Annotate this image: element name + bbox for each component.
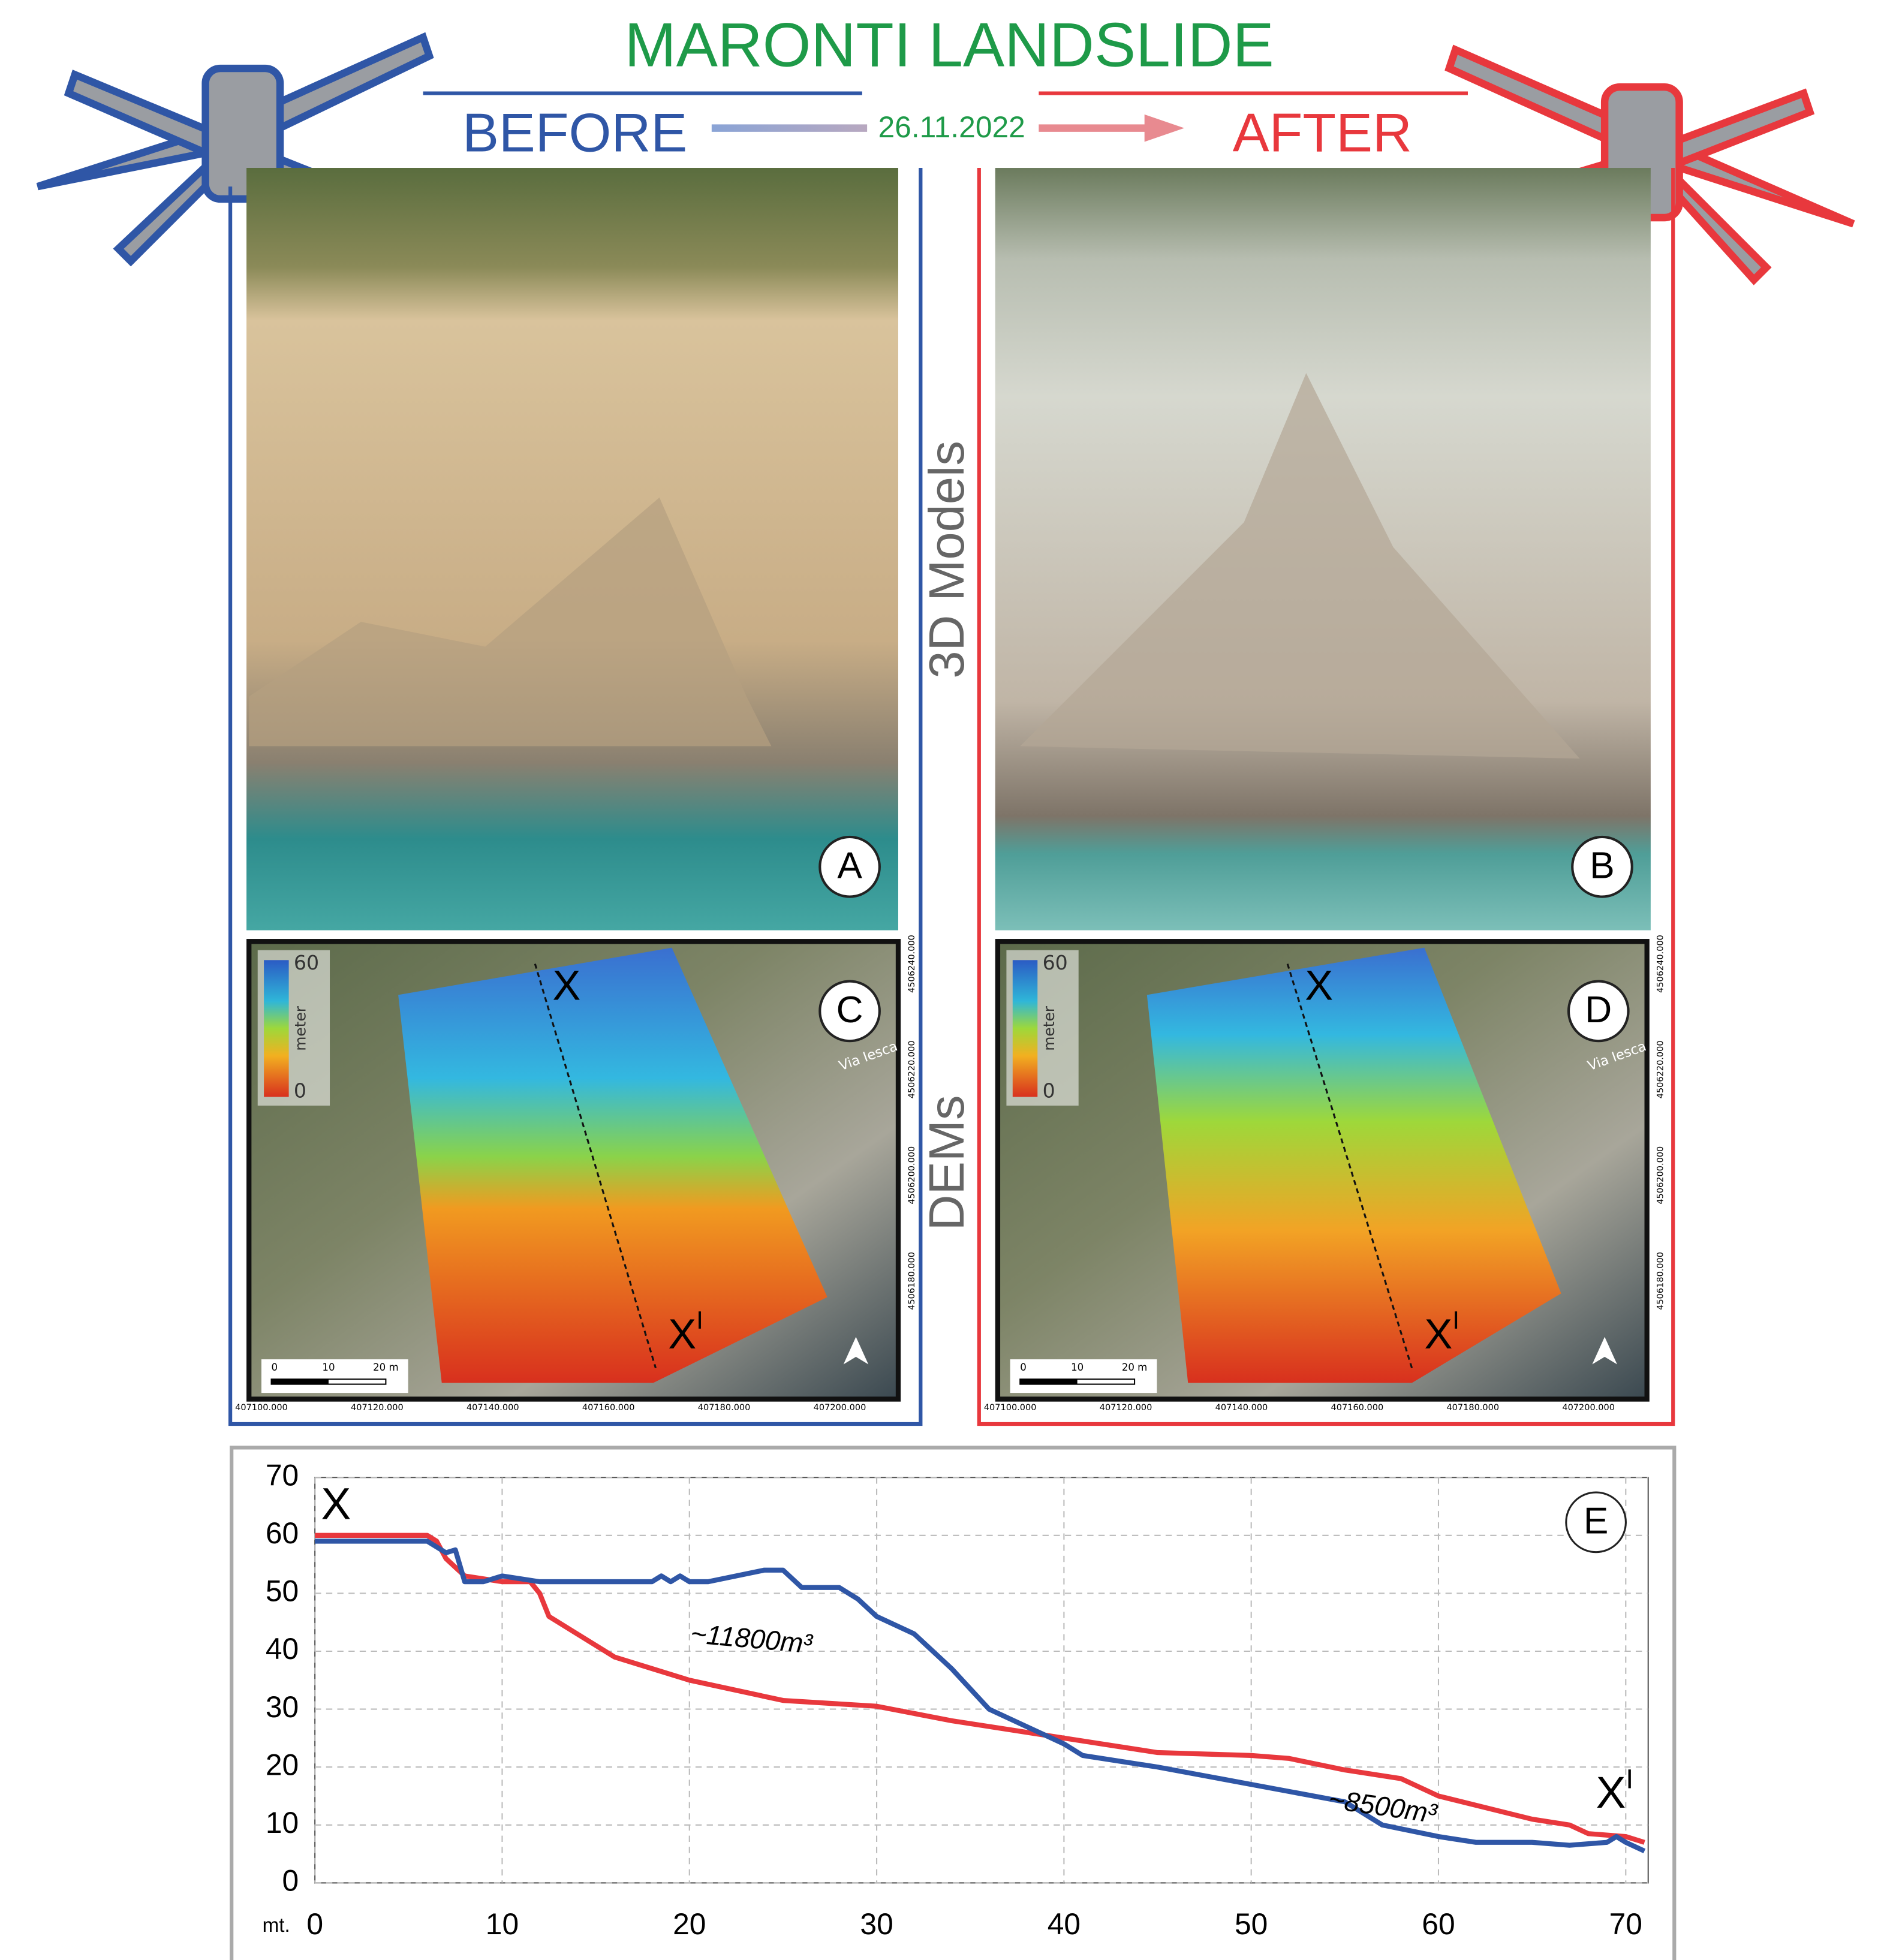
y-tick-label: 30 [266, 1690, 299, 1724]
x-tick-label: 30 [860, 1907, 893, 1941]
northing-label: 4506180.000 [1656, 1252, 1665, 1310]
easting-label: 407160.000 [582, 1403, 635, 1413]
scale-label: 0 [1020, 1362, 1027, 1373]
x-tick-label: 40 [1048, 1907, 1081, 1941]
easting-label: 407120.000 [351, 1403, 404, 1413]
panel-label: E [1584, 1500, 1609, 1541]
y-tick-label: 60 [266, 1516, 299, 1550]
colorbar-label: meter [1040, 1005, 1058, 1051]
before-label: BEFORE [462, 102, 687, 163]
easting-label: 407180.000 [698, 1403, 751, 1413]
northing-label: 4506240.000 [1656, 935, 1665, 993]
scalebar [1020, 1379, 1077, 1384]
x-tick-label: 10 [486, 1907, 519, 1941]
easting-label: 407200.000 [1562, 1403, 1615, 1413]
colorbar-tick: 60 [294, 951, 319, 974]
colorbar [1013, 960, 1037, 1097]
easting-label: 407100.000 [984, 1403, 1037, 1413]
colorbar-tick: 0 [1043, 1079, 1055, 1103]
y-tick-label: 0 [282, 1864, 299, 1898]
y-tick-label: 50 [266, 1574, 299, 1608]
easting-label: 407100.000 [235, 1403, 288, 1413]
timeline-bar [1039, 124, 1151, 131]
easting-label: 407140.000 [1215, 1403, 1268, 1413]
x-tick-label: 20 [673, 1907, 706, 1941]
northing-label: 4506240.000 [907, 935, 917, 993]
x-tick-label: 50 [1235, 1907, 1268, 1941]
northing-label: 4506220.000 [1656, 1040, 1665, 1098]
scale-label: 10 [1071, 1362, 1084, 1373]
northing-label: 4506180.000 [907, 1252, 917, 1310]
northing-label: 4506200.000 [1656, 1146, 1665, 1205]
scalebar [272, 1379, 329, 1384]
section-end-letter: X [1424, 1309, 1452, 1357]
timeline-arrow [1145, 115, 1184, 142]
x-axis-label: mt. [263, 1914, 290, 1937]
y-tick-label: 20 [266, 1748, 299, 1781]
northing-label: 4506200.000 [907, 1146, 917, 1205]
x-tick-label: 70 [1609, 1907, 1642, 1941]
easting-label: 407140.000 [467, 1403, 519, 1413]
photo-before [246, 168, 898, 931]
section-start: X [321, 1479, 351, 1529]
easting-label: 407200.000 [814, 1403, 866, 1413]
x-tick-label: 0 [306, 1907, 323, 1941]
section-end-letter: X [668, 1309, 696, 1357]
scale-label: 10 [322, 1362, 335, 1373]
figure: MARONTI LANDSLIDE BEFORE AFTER 26.11.202… [0, 0, 1881, 1960]
plot-area [315, 1477, 1648, 1883]
easting-label: 407120.000 [1100, 1403, 1152, 1413]
y-tick-label: 70 [266, 1458, 299, 1492]
northing-label: 4506220.000 [907, 1040, 917, 1098]
section-start: X [1305, 962, 1333, 1009]
y-tick-label: 10 [266, 1806, 299, 1839]
scale-label: 0 [272, 1362, 278, 1373]
colorbar-tick: 60 [1043, 951, 1068, 974]
easting-label: 407160.000 [1331, 1403, 1384, 1413]
page: { "title": "MARONTI LANDSLIDE", "before_… [0, 0, 1881, 1960]
figure-title: MARONTI LANDSLIDE [624, 10, 1274, 79]
panel-label: A [837, 845, 862, 886]
after-label: AFTER [1233, 102, 1412, 163]
panel-label: C [836, 989, 863, 1031]
x-tick-label: 60 [1422, 1907, 1455, 1941]
colorbar-tick: 0 [294, 1079, 306, 1103]
y-tick-label: 40 [266, 1632, 299, 1666]
row-label: 3D Models [919, 441, 974, 679]
timeline-bar [712, 124, 867, 131]
date: 26.11.2022 [878, 110, 1025, 144]
colorbar [264, 960, 288, 1097]
section-start: X [552, 962, 580, 1009]
panel-label: B [1590, 845, 1615, 886]
section-end-letter: X [1596, 1767, 1626, 1817]
colorbar-label: meter [291, 1005, 309, 1051]
row-label: DEMs [919, 1095, 974, 1231]
easting-label: 407180.000 [1446, 1403, 1499, 1413]
panel-label: D [1585, 989, 1612, 1031]
section-end-mark: I [1452, 1306, 1459, 1334]
section-end-mark: I [696, 1306, 703, 1334]
scale-label: 20 m [373, 1362, 399, 1373]
section-end-mark: I [1626, 1763, 1633, 1794]
scale-label: 20 m [1122, 1362, 1148, 1373]
